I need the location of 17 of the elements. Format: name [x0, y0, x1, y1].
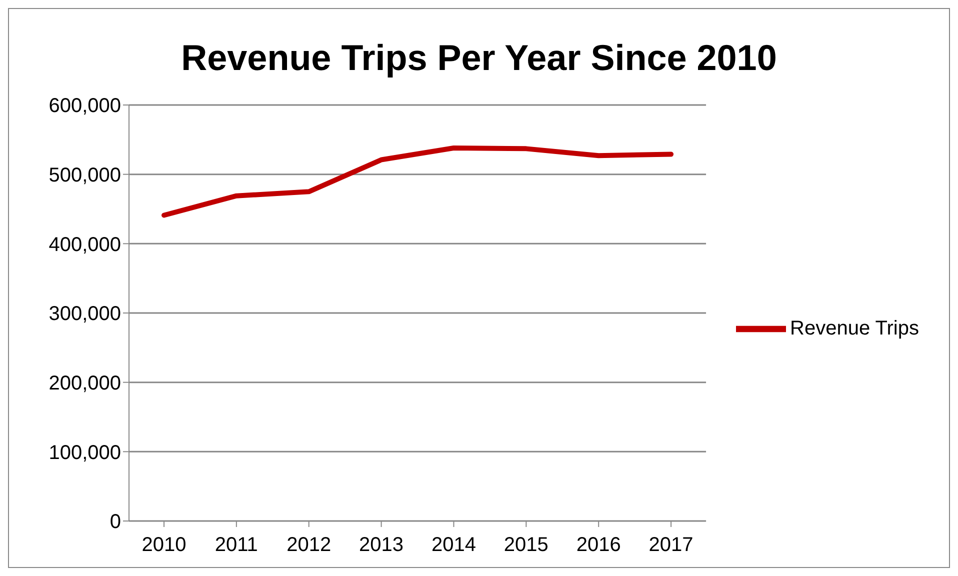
x-tick-label: 2010 — [142, 534, 186, 556]
x-tick-label: 2014 — [431, 534, 476, 556]
chart-title: Revenue Trips Per Year Since 2010 — [180, 36, 778, 80]
y-tick-label: 100,000 — [48, 442, 121, 464]
x-tick-label: 2017 — [648, 534, 694, 556]
y-tick-label: 300,000 — [48, 303, 121, 326]
y-tick-label: 200,000 — [48, 372, 121, 394]
y-tick-label: 400,000 — [48, 234, 121, 256]
x-tick-label: 2015 — [504, 534, 548, 556]
x-tick-label: 2013 — [359, 534, 404, 556]
legend-label: Revenue Trips — [790, 317, 919, 340]
y-tick-label: 500,000 — [48, 164, 121, 186]
x-tick-label: 2011 — [214, 534, 258, 556]
x-tick-label: 2012 — [286, 534, 332, 556]
x-tick-label: 2016 — [576, 534, 621, 556]
y-tick-label: 600,000 — [48, 95, 121, 118]
y-tick-label: 0 — [110, 511, 121, 534]
